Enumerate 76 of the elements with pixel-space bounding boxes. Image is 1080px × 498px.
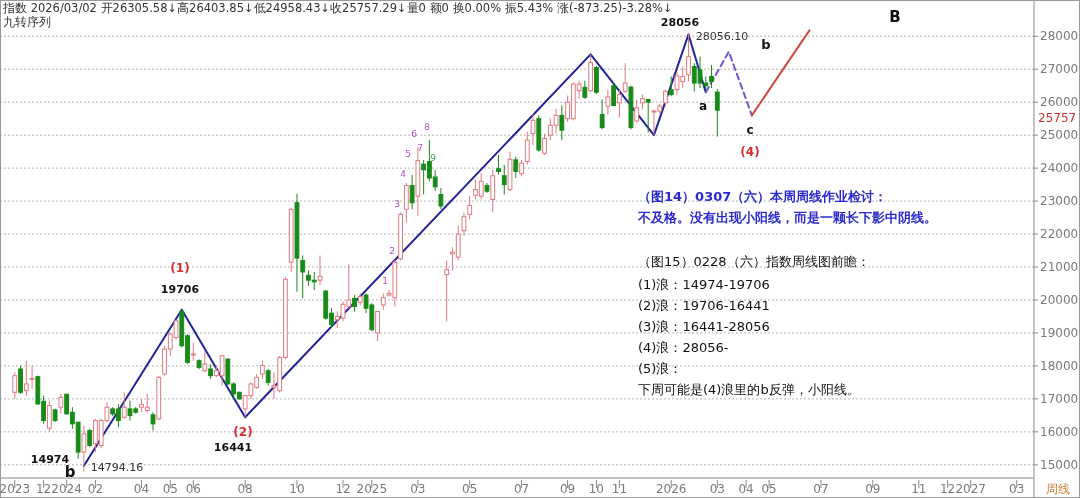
annotation: (3)浪：16441-28056 — [638, 319, 770, 334]
y-tick-label: 18000 — [1040, 358, 1079, 373]
x-axis-title: 周线 — [1046, 482, 1070, 496]
y-tick-label: 28000 — [1040, 29, 1079, 44]
annotation: (4)浪：28056- — [638, 340, 729, 355]
annotation: 7 — [417, 143, 423, 153]
chart-title: 指数 2026/03/02 开26305.58↓高26403.85↓低24958.43↓收25757.29↓量0 额0 换0.00% 振5.43% 涨(-873.25)-3.28%↓ — [2, 1, 673, 15]
x-tick-label: 05 — [162, 482, 178, 496]
x-tick-label: 08 — [237, 482, 253, 496]
annotation: (1) — [170, 261, 190, 275]
x-tick-label: 04 — [738, 482, 754, 496]
y-tick-label: 27000 — [1040, 62, 1079, 77]
y-tick-label: 17000 — [1040, 391, 1079, 406]
y-tick-label: 23000 — [1040, 194, 1079, 209]
annotation: c — [746, 123, 754, 137]
y-tick-label: 21000 — [1040, 260, 1079, 275]
x-tick-label: 2024 — [51, 482, 82, 496]
x-tick-label: 07 — [813, 482, 829, 496]
x-tick-label: 10 — [289, 482, 305, 496]
x-tick-label: 09 — [559, 482, 576, 496]
annotation: 6 — [411, 129, 418, 139]
x-tick-label: 11 — [611, 482, 628, 496]
x-tick-label: 09 — [865, 482, 881, 496]
annotation: (2)浪：19706-16441 — [638, 298, 770, 313]
x-tick-label: 05 — [761, 482, 777, 496]
y-tick-label: 19000 — [1040, 325, 1079, 340]
annotation: (1)浪：14974-19706 — [638, 277, 770, 292]
x-tick-label: 03 — [1009, 482, 1025, 496]
x-tick-label: 06 — [185, 482, 201, 496]
annotation: a — [698, 99, 708, 113]
annotation: 28056 — [660, 16, 700, 29]
y-tick-label: 20000 — [1040, 292, 1079, 307]
x-tick-label: 03 — [709, 482, 725, 496]
x-tick-label: 11 — [911, 482, 927, 496]
y-tick-label: 22000 — [1040, 227, 1079, 242]
y-tick-label: 24000 — [1040, 161, 1079, 176]
annotation: 9 — [430, 153, 437, 163]
x-tick-label: 2026 — [655, 482, 687, 496]
y-tick-label: 25000 — [1040, 128, 1079, 143]
annotation: 2 — [389, 246, 395, 256]
x-tick-label: 03 — [410, 482, 426, 496]
annotation: 14974 — [30, 453, 70, 466]
annotation: b — [64, 463, 76, 481]
y-tick-label: 26000 — [1040, 95, 1079, 110]
annotation: 16441 — [213, 441, 253, 454]
y-tick-label: 15000 — [1040, 457, 1079, 472]
x-tick-label: 2025 — [356, 482, 388, 496]
x-tick-label: 07 — [513, 482, 530, 496]
annotation: （图14）0307（六）本周周线作业检讨： — [638, 189, 888, 204]
annotation: 4 — [400, 169, 407, 179]
x-tick-label: 10 — [588, 482, 605, 496]
x-tick-label: 2027 — [955, 482, 986, 496]
x-tick-label: 05 — [462, 482, 478, 496]
annotation: b — [761, 37, 771, 52]
x-tick-label: 12 — [335, 482, 351, 496]
text: 25757 — [1038, 111, 1077, 125]
text: 九转序列 — [3, 15, 51, 29]
annotation: 19706 — [160, 283, 200, 296]
annotation: （图15）0228（六）指数周线图前瞻： — [638, 254, 870, 269]
x-tick-label: 04 — [133, 482, 150, 496]
annotation: 28056.10 — [695, 30, 749, 43]
annotation: (4) — [740, 145, 760, 159]
y-tick-label: 16000 — [1040, 424, 1079, 439]
annotation: (2) — [233, 425, 253, 439]
x-tick-label: 12 — [939, 482, 956, 496]
annotation: 1 — [382, 276, 388, 286]
annotation: (5)浪： — [638, 361, 683, 376]
annotation: 下周可能是(4)浪里的b反弹，小阳线。 — [638, 382, 860, 397]
x-tick-label: 12 — [35, 482, 52, 496]
annotation: 8 — [424, 122, 431, 132]
annotation: 不及格。没有出现小阳线，而是一颗长下影中阴线。 — [637, 210, 937, 225]
x-tick-label: 02 — [87, 482, 104, 496]
annotation: 14794.16 — [90, 461, 144, 474]
annotation: 5 — [405, 149, 411, 159]
annotation: 3 — [394, 199, 400, 209]
annotation: B — [889, 8, 901, 26]
